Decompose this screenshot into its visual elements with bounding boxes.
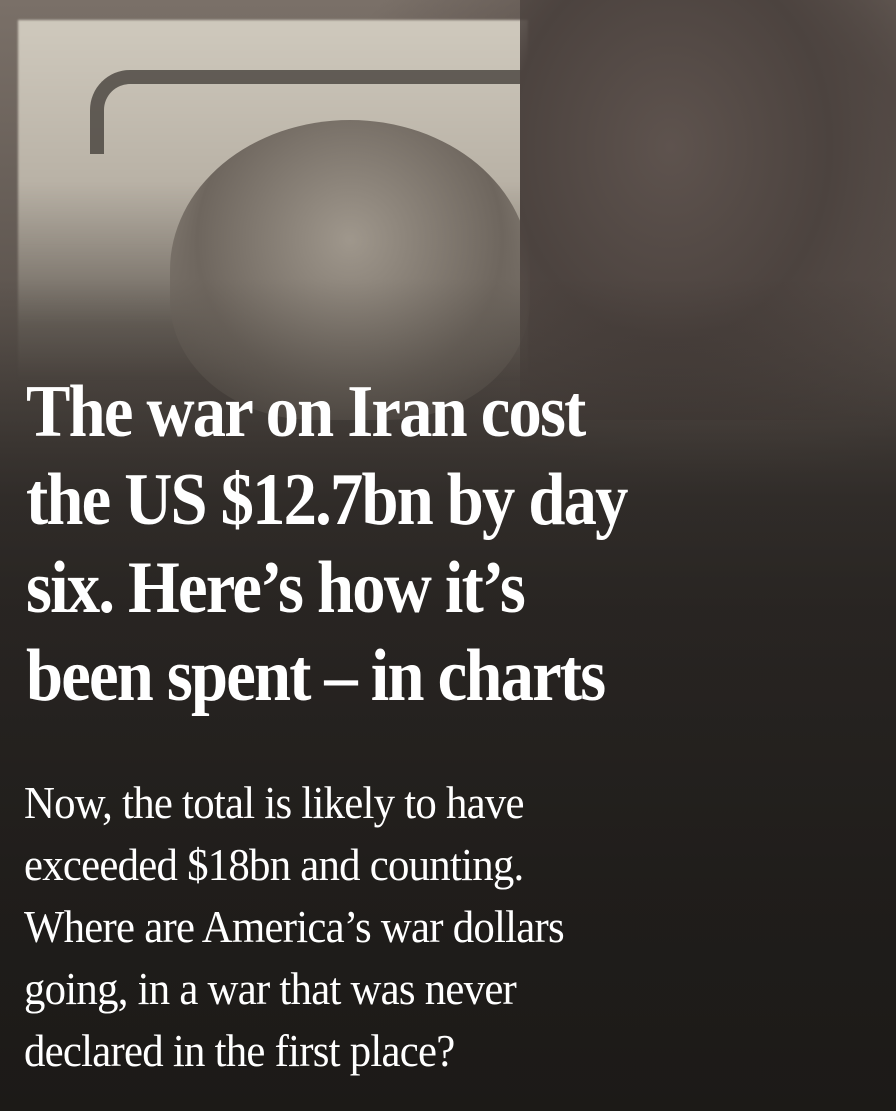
headline: The war on Iran cost the US $12.7bn by d…: [26, 368, 628, 720]
standfirst-line: going, in a war that was never: [24, 963, 517, 1014]
headline-line: The war on Iran cost: [26, 371, 586, 453]
headline-line: been spent – in charts: [26, 635, 606, 717]
standfirst-line: declared in the first place?: [24, 1025, 455, 1076]
standfirst-line: Where are America’s war dollars: [24, 901, 565, 952]
standfirst-line: Now, the total is likely to have: [24, 777, 525, 828]
standfirst-line: exceeded $18bn and counting.: [24, 839, 524, 890]
headline-line: six. Here’s how it’s: [26, 547, 526, 629]
standfirst: Now, the total is likely to have exceede…: [24, 772, 565, 1082]
headline-line: the US $12.7bn by day: [26, 459, 628, 541]
